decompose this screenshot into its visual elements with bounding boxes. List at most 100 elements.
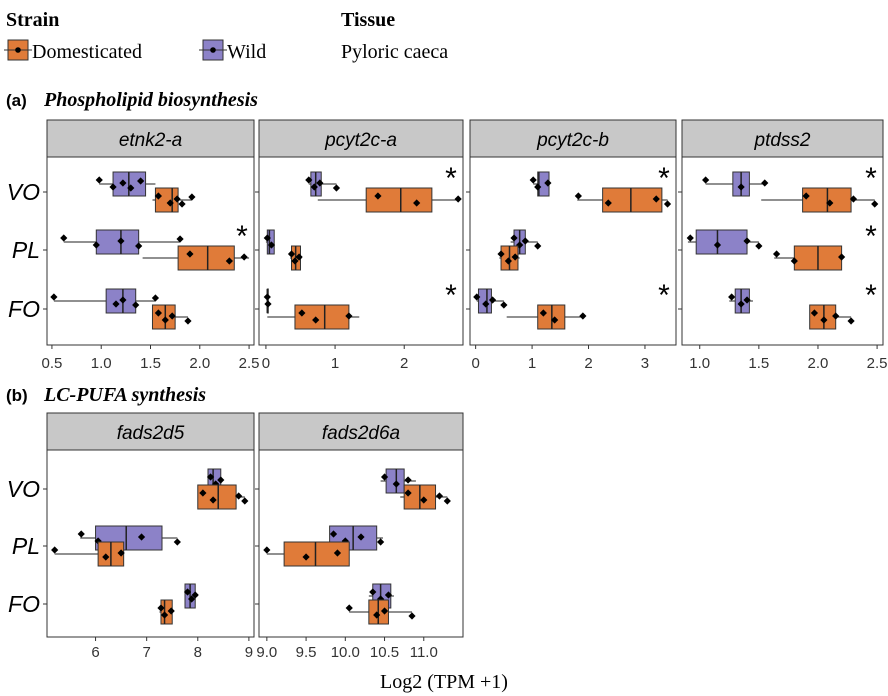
panel-ptdss2-pl-wild-point <box>743 237 751 245</box>
panel-etnk2-a-strip <box>46 119 255 158</box>
panel-pcyt2c-a-pl-domesticated-point <box>295 253 303 261</box>
panel-pcyt2c-a-vo-domesticated-point <box>454 195 462 203</box>
panel-pcyt2c-b-vo-domesticated-point <box>652 195 660 203</box>
panel-fads2d5-pl-domesticated-point <box>102 553 110 561</box>
panel-etnk2-a-pl-domesticated-point <box>240 253 248 261</box>
panel-pcyt2c-b-fo-wild-point <box>482 300 490 308</box>
panel-pcyt2c-b-x-tick-label: 3 <box>641 355 649 372</box>
legend-tissue-title: Tissue <box>341 9 395 31</box>
panel-pcyt2c-b-fo-domesticated-point <box>551 316 559 324</box>
panel-etnk2-a-vo-domesticated-point <box>188 193 196 201</box>
panel-fads2d5-pl-domesticated-point <box>117 549 125 557</box>
panel-etnk2-a-vo-domesticated-point <box>173 195 181 203</box>
legend-label-wild: Wild <box>227 41 266 63</box>
panel-ptdss2-vo-domesticated-point <box>871 200 879 208</box>
panel-ptdss2: ptdss2 1.0 1.5 2.0 2.5 * * * <box>678 119 888 372</box>
panel-ptdss2-pl-wild-point <box>755 242 763 250</box>
panel-etnk2-a-pl-wild-point <box>176 235 184 243</box>
panel-fads2d6a-vo-wild-point <box>404 476 412 484</box>
panel-pcyt2c-b-vo-domesticated-box <box>602 187 663 213</box>
panel-pcyt2c-b-vo-wild-point <box>544 179 552 187</box>
panel-ptdss2-vo-wild-point <box>761 179 769 187</box>
panel-ptdss2-fo-domesticated-box <box>809 304 837 330</box>
panel-pcyt2c-a-star-fo: * <box>445 279 457 312</box>
panel-ptdss2-star-pl: * <box>865 220 877 253</box>
panel-ptdss2-star-vo: * <box>865 162 877 195</box>
panel-ptdss2-vo-domesticated-point <box>802 192 810 200</box>
panel-etnk2-a-x-tick-label: 2.0 <box>189 355 210 372</box>
panel-pcyt2c-b-fo-domesticated-point <box>539 309 547 317</box>
x-axis-label: Log2 (TPM +1) <box>380 671 508 693</box>
panel-fads2d6a-title: fads2d6a <box>322 423 400 444</box>
panel-fads2d5-y-label-vo: VO <box>7 476 40 502</box>
panel-fads2d5-vo-wild-point <box>206 473 215 481</box>
panel-ptdss2-x-tick-label: 1.0 <box>689 355 710 372</box>
panel-fads2d6a-vo-domesticated-point <box>404 489 412 497</box>
panel-pcyt2c-b-pl-wild-point <box>534 242 542 250</box>
panel-pcyt2c-b-fo-wild-box <box>477 288 492 314</box>
panel-ptdss2-vo-domesticated-point <box>826 199 834 207</box>
panel-fads2d5-pl-wild-point <box>77 530 85 538</box>
panel-fads2d5-x-tick-label: 6 <box>91 644 99 661</box>
panel-fads2d5-fo-wild-point <box>191 591 199 599</box>
panel-pcyt2c-b-vo-domesticated-point <box>604 199 612 207</box>
panel-ptdss2-fo-domesticated-point <box>820 316 828 324</box>
panel-ptdss2-star-fo: * <box>865 279 877 312</box>
panel-fads2d5-y-label-pl: PL <box>12 533 40 559</box>
panel-etnk2-a-fo-domesticated-point <box>184 317 192 325</box>
panel-fads2d6a-vo-wild-point <box>380 473 389 481</box>
panel-ptdss2-strip <box>681 119 884 158</box>
panel-pcyt2c-a-vo-domesticated-box <box>365 187 433 213</box>
panel-etnk2-a-y-label-pl: PL <box>12 237 40 263</box>
panel-pcyt2c-a-fo-wild-point <box>263 293 271 301</box>
panel-etnk2-a-fo-wild-point <box>112 300 120 308</box>
panel-fads2d5-title: fads2d5 <box>117 423 185 444</box>
panel-pcyt2c-a-x-tick-label: 0 <box>262 355 270 372</box>
panel-etnk2-a-vo-domesticated-point <box>178 200 186 208</box>
panel-etnk2-a-pl-wild-box <box>95 229 140 255</box>
panel-fads2d6a-vo-wild-box <box>385 468 405 494</box>
panel-fads2d6a-vo-domesticated-point <box>443 497 451 505</box>
panel-fads2d5-vo-domesticated-point <box>235 492 243 500</box>
panel-fads2d5-pl-domesticated-point <box>51 546 59 554</box>
panel-pcyt2c-b-vo-wild-point <box>534 183 542 191</box>
panel-etnk2-a-fo-domesticated-point <box>168 312 176 320</box>
panel-etnk2-a-y-label-fo: FO <box>8 296 40 322</box>
panel-pcyt2c-b-vo-domesticated-point <box>663 200 672 208</box>
panel-pcyt2c-b-x-tick-label: 2 <box>584 355 592 372</box>
panel-etnk2-a-vo-wild-point <box>95 176 103 184</box>
panel-fads2d6a-fo-domesticated-point <box>380 607 389 615</box>
panel-fads2d5-fo-domesticated-point <box>167 607 175 615</box>
panel-pcyt2c-a-fo-domesticated-box <box>294 304 350 330</box>
panel-fads2d6a-x-tick-label: 10.0 <box>331 644 360 661</box>
panel-pcyt2c-a: pcyt2c-a 0 1 2 * * <box>255 119 464 372</box>
panel-etnk2-a-pl-wild-point <box>135 242 143 250</box>
panel-etnk2-a-vo-wild-point <box>119 179 127 187</box>
legend-key-wild-point <box>210 47 216 53</box>
panel-pcyt2c-b-fo-wild-point <box>473 293 481 301</box>
panel-ptdss2-vo-domesticated-point <box>849 195 858 203</box>
panel-pcyt2c-b-x-tick-label: 1 <box>528 355 536 372</box>
panel-ptdss2-pl-wild-point <box>686 234 694 242</box>
panel-etnk2-a-pl-wild-point <box>60 234 68 242</box>
panel-ptdss2-x-tick-label: 1.5 <box>748 355 769 372</box>
panel-fads2d6a-pl-wild-point <box>329 530 338 538</box>
panel-etnk2-a-pl-wild-point <box>92 241 100 249</box>
section-b-title: LC-PUFA synthesis <box>43 384 206 406</box>
panel-ptdss2-vo-wild-point <box>737 183 745 191</box>
panels: etnk2-a 0.5 1.0 1.5 2.0 2.5 VO PL FO * pcyt2c-a 0 1 2… <box>7 119 888 661</box>
panel-fads2d6a-fo-wild-point <box>384 591 393 599</box>
panel-ptdss2-fo-domesticated-point <box>847 317 855 325</box>
panel-etnk2-a-pl-domesticated-point <box>186 250 194 258</box>
panel-ptdss2-pl-domesticated-point <box>772 250 781 258</box>
legend: Strain Domesticated Wild Tissue Pyloric … <box>4 9 448 63</box>
panel-fads2d5: fads2d5 6 7 8 9 VO PL FO <box>7 412 255 661</box>
panel-pcyt2c-b-pl-wild-point <box>516 241 524 249</box>
panel-ptdss2-x-tick-label: 2.0 <box>808 355 829 372</box>
panel-etnk2-a-x-tick-label: 1.0 <box>91 355 112 372</box>
panel-pcyt2c-a-fo-domesticated-point <box>298 309 306 317</box>
panel-etnk2-a-vo-wild-point <box>137 177 145 185</box>
panel-fads2d5-fo-wild-point <box>188 595 196 603</box>
panel-fads2d5-vo-domesticated-point <box>199 489 207 497</box>
panel-etnk2-a-vo-domesticated-point <box>154 192 162 200</box>
